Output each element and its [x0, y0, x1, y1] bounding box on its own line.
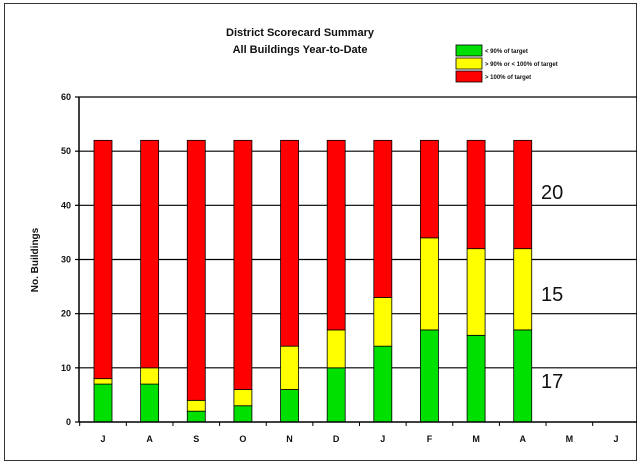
x-tick-label: O	[239, 434, 246, 444]
bar-segment	[280, 139, 299, 347]
axes	[75, 96, 637, 426]
legend-label: < 90% of target	[485, 49, 528, 55]
bar-segment	[513, 329, 533, 423]
chart-subtitle: All Buildings Year-to-Date	[233, 44, 368, 56]
y-axis-label: No. Buildings	[30, 227, 41, 292]
y-tick-label: 40	[61, 200, 71, 210]
legend-swatch	[455, 57, 483, 70]
bar-segment	[280, 345, 299, 390]
y-tick-labels: 0 10 20 30 40 50 60	[61, 92, 71, 427]
chart-frame	[4, 3, 637, 461]
bar-segment	[373, 139, 393, 298]
bar-segment	[326, 329, 346, 369]
y-tick-label: 50	[61, 146, 71, 156]
bar-segment	[420, 139, 439, 239]
x-tick-label: A	[519, 434, 526, 444]
y-tick-label: 10	[61, 363, 71, 373]
bar-segment	[233, 405, 253, 423]
bar-segment	[513, 139, 533, 250]
bars	[93, 139, 533, 423]
bar-segment	[466, 334, 486, 423]
chart-title: District Scorecard Summary	[226, 27, 375, 39]
bar-segment	[140, 383, 160, 423]
legend-swatch	[455, 44, 483, 57]
bar-segment	[373, 345, 393, 423]
legend-label: > 90% or < 100% of target	[485, 62, 558, 68]
bar-segment	[280, 389, 299, 423]
bar-segment	[420, 329, 439, 423]
legend-label: > 100% of target	[485, 75, 531, 81]
x-tick-label: N	[286, 434, 293, 444]
bar-segment	[140, 367, 160, 385]
x-tick-label: A	[146, 434, 153, 444]
bar-segment	[420, 237, 439, 331]
y-tick-label: 60	[61, 92, 71, 102]
x-tick-label: F	[427, 434, 433, 444]
bar-segment	[326, 367, 346, 423]
bar-segment	[466, 139, 486, 250]
legend-swatch	[455, 70, 483, 83]
annotation-label: 15	[541, 284, 563, 306]
x-tick-label: J	[100, 434, 105, 444]
bar-segment	[513, 248, 533, 331]
bar-segment	[466, 248, 486, 336]
y-tick-label: 0	[66, 417, 71, 427]
annotation-label: 20	[541, 182, 563, 204]
bar-segment	[93, 378, 113, 385]
x-tick-label: S	[193, 434, 199, 444]
x-tick-label: D	[333, 434, 340, 444]
bar-segment	[233, 389, 253, 407]
x-tick-label: M	[472, 434, 480, 444]
bar-segment	[233, 139, 253, 390]
bar-segment	[373, 297, 393, 347]
legend: < 90% of target > 90% or < 100% of target…	[455, 44, 558, 83]
grid-lines	[79, 96, 637, 369]
y-tick-label: 20	[61, 309, 71, 319]
x-tick-label: M	[566, 434, 574, 444]
bar-segment	[326, 139, 346, 331]
annotation-label: 17	[541, 371, 563, 393]
x-tick-label: J	[613, 434, 618, 444]
bar-segment	[186, 410, 206, 423]
bar-segment	[93, 383, 113, 423]
y-tick-label: 30	[61, 255, 71, 265]
x-tick-label: J	[380, 434, 385, 444]
annotations: 20 15 17	[541, 182, 563, 393]
bar-segment	[93, 139, 113, 380]
bar-segment	[186, 139, 206, 401]
bar-segment	[140, 139, 160, 369]
bar-segment	[186, 399, 206, 412]
